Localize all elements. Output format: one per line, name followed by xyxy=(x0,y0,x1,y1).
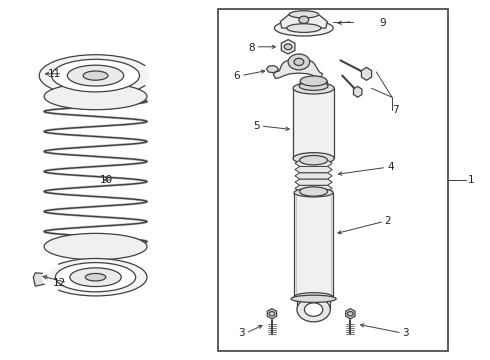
Ellipse shape xyxy=(70,268,121,287)
Circle shape xyxy=(347,311,353,316)
Ellipse shape xyxy=(300,187,327,196)
Text: 9: 9 xyxy=(380,18,387,28)
Text: 11: 11 xyxy=(48,69,61,79)
Ellipse shape xyxy=(300,156,327,165)
Polygon shape xyxy=(267,66,278,73)
Text: 2: 2 xyxy=(385,216,392,226)
Polygon shape xyxy=(33,273,47,286)
Ellipse shape xyxy=(85,274,106,281)
Circle shape xyxy=(269,311,275,316)
Polygon shape xyxy=(295,173,332,179)
Ellipse shape xyxy=(293,153,334,164)
Polygon shape xyxy=(362,67,371,80)
Text: 12: 12 xyxy=(53,278,66,288)
Polygon shape xyxy=(295,166,332,173)
Ellipse shape xyxy=(44,233,147,260)
Ellipse shape xyxy=(55,262,136,292)
Text: 10: 10 xyxy=(99,175,113,185)
Ellipse shape xyxy=(287,24,321,32)
Ellipse shape xyxy=(51,59,140,92)
Ellipse shape xyxy=(44,83,147,110)
Circle shape xyxy=(294,58,304,66)
Text: 3: 3 xyxy=(402,328,409,338)
Bar xyxy=(300,81,327,86)
Text: 4: 4 xyxy=(387,162,394,172)
Ellipse shape xyxy=(274,20,333,36)
Ellipse shape xyxy=(289,11,318,18)
Polygon shape xyxy=(353,86,362,97)
Bar xyxy=(293,88,334,158)
Text: 3: 3 xyxy=(238,328,245,338)
Bar xyxy=(218,9,448,351)
Circle shape xyxy=(297,297,330,322)
Polygon shape xyxy=(267,309,277,319)
Polygon shape xyxy=(295,185,332,192)
Bar xyxy=(310,192,318,193)
Ellipse shape xyxy=(39,55,152,96)
Circle shape xyxy=(304,303,323,316)
Ellipse shape xyxy=(294,293,333,301)
Ellipse shape xyxy=(299,82,328,90)
Ellipse shape xyxy=(300,76,327,86)
Text: 5: 5 xyxy=(253,121,260,131)
Polygon shape xyxy=(295,179,332,185)
Bar xyxy=(294,193,333,297)
Text: 7: 7 xyxy=(392,105,399,115)
Polygon shape xyxy=(281,40,295,54)
Circle shape xyxy=(288,54,310,70)
Ellipse shape xyxy=(44,258,147,296)
Polygon shape xyxy=(345,309,355,319)
Ellipse shape xyxy=(294,188,333,197)
Polygon shape xyxy=(295,160,332,166)
Ellipse shape xyxy=(293,82,334,94)
Polygon shape xyxy=(273,58,322,78)
Text: 1: 1 xyxy=(468,175,475,185)
Text: 8: 8 xyxy=(248,42,255,53)
Circle shape xyxy=(299,16,309,23)
Ellipse shape xyxy=(291,295,336,302)
Circle shape xyxy=(284,44,292,50)
Ellipse shape xyxy=(83,71,108,80)
Ellipse shape xyxy=(67,65,123,86)
Text: 6: 6 xyxy=(233,71,240,81)
Polygon shape xyxy=(280,14,327,28)
